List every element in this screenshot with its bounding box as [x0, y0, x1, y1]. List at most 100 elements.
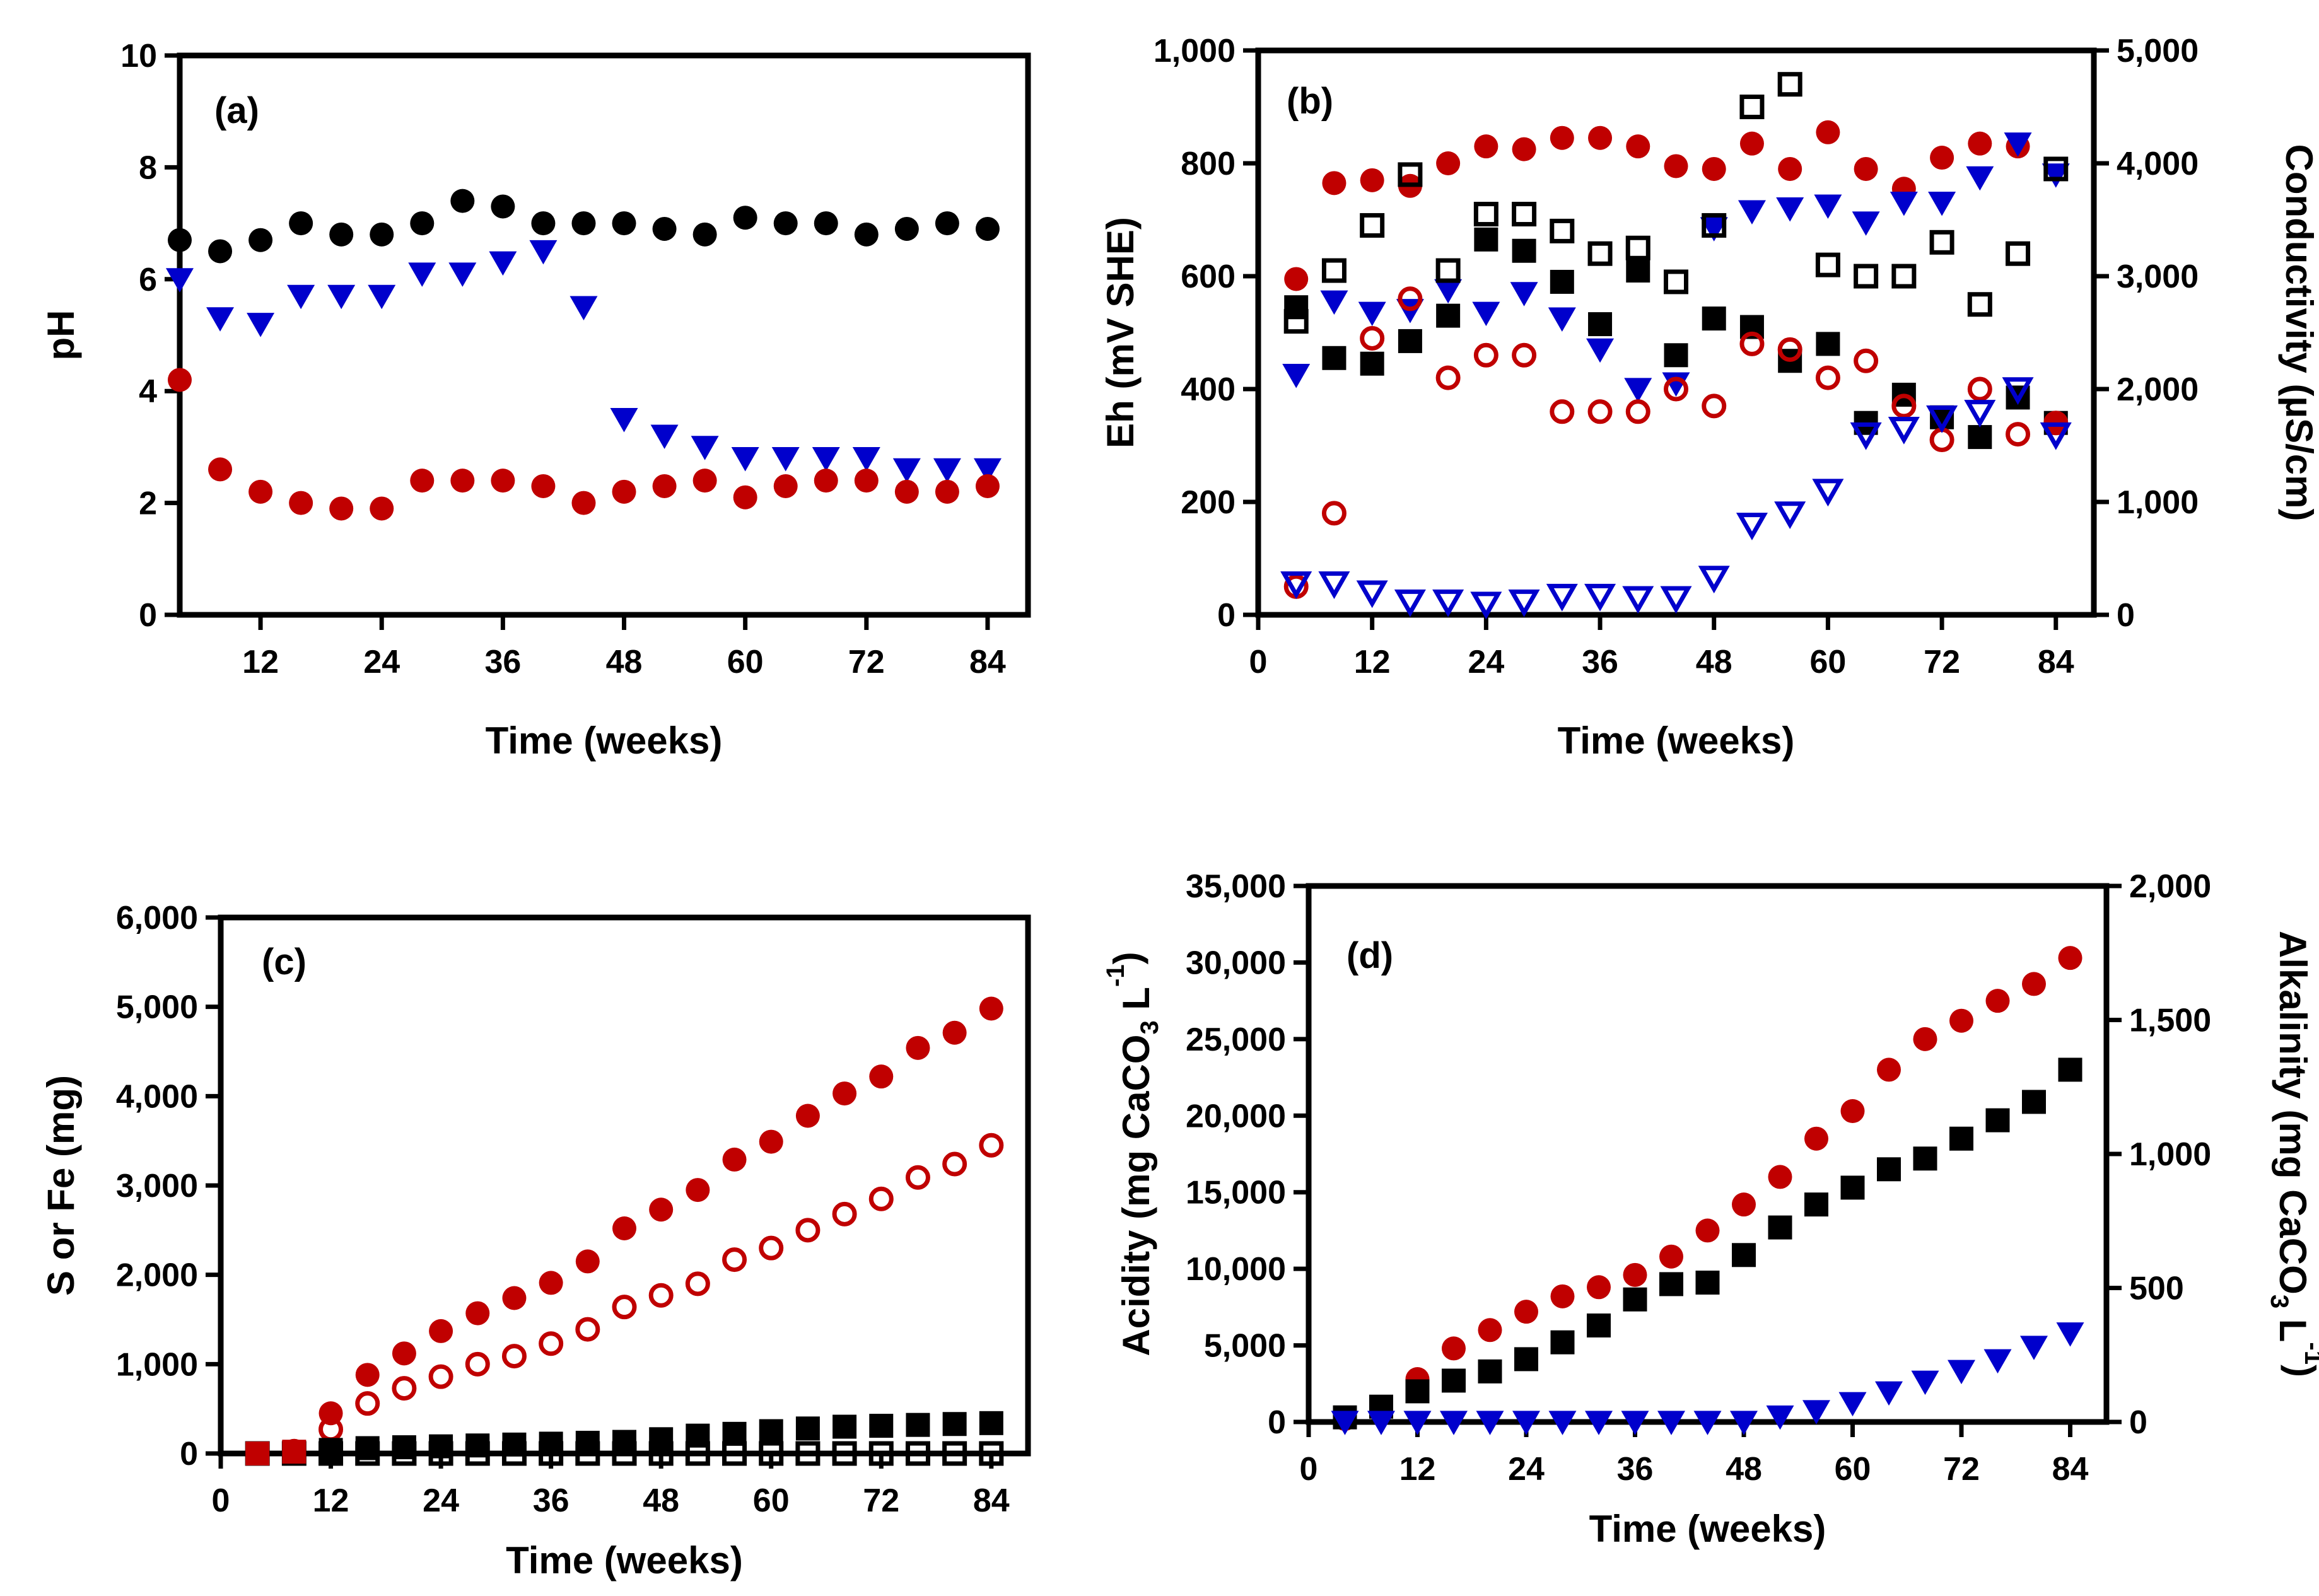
x-tick-label-b: 24	[1468, 644, 1504, 680]
data-point-b-1-10	[1664, 154, 1688, 178]
y2-tick-label-d: 500	[2129, 1271, 2184, 1307]
data-point-d-1-6	[1550, 1330, 1575, 1354]
data-point-b-3-9	[1625, 235, 1650, 260]
x-axis-title-a: Time (weeks)	[486, 719, 723, 762]
data-point-b-5-11	[1698, 566, 1730, 594]
series-d-0	[1333, 946, 2082, 1431]
data-point-b-2-12	[1738, 200, 1766, 224]
data-point-b-0-7	[1550, 269, 1574, 294]
data-point-b-5-14	[1812, 479, 1844, 507]
plot-frame-a	[177, 52, 1031, 618]
series-c-4	[245, 1440, 307, 1465]
data-point-d-1-13	[1804, 1192, 1828, 1217]
data-point-d-0-18	[1985, 989, 2010, 1013]
data-point-c-0-18	[906, 1035, 930, 1060]
x-tick-label-d: 12	[1399, 1451, 1436, 1488]
data-point-a-2-13	[692, 469, 717, 493]
y2-tick-label-b: 0	[2117, 597, 2135, 634]
data-point-b-3-7	[1550, 218, 1575, 243]
data-point-b-3-12	[1739, 95, 1765, 119]
y-tick-label-c: 6,000	[116, 900, 198, 936]
data-point-c-0-10	[612, 1216, 636, 1240]
data-point-b-2-17	[1928, 192, 1956, 216]
data-point-a-1-3	[287, 284, 315, 310]
data-point-b-1-17	[1930, 146, 1954, 170]
data-point-b-1-14	[1816, 120, 1840, 144]
data-point-b-4-19	[2006, 422, 2031, 447]
data-point-a-1-0	[166, 268, 194, 293]
y2-tick-label-b: 2,000	[2117, 371, 2199, 408]
plot-frame-c	[218, 914, 1031, 1457]
data-point-b-4-10	[1664, 376, 1688, 402]
data-point-a-1-11	[610, 407, 638, 433]
data-point-a-2-4	[329, 496, 354, 521]
data-point-b-4-11	[1702, 393, 1727, 419]
data-point-b-4-6	[1512, 342, 1537, 368]
data-point-a-1-8	[489, 251, 517, 276]
data-point-d-1-11	[1732, 1243, 1756, 1267]
data-point-a-1-2	[247, 313, 275, 337]
data-point-a-0-8	[491, 194, 515, 219]
panel-label-d: (d)	[1346, 935, 1393, 976]
y2-tick-label-b: 4,000	[2117, 146, 2199, 182]
data-point-c-3-3	[355, 1441, 380, 1466]
data-point-d-0-16	[1913, 1027, 1937, 1051]
data-point-b-0-14	[1816, 332, 1840, 356]
data-point-d-1-8	[1623, 1287, 1647, 1312]
data-point-b-1-4	[1436, 151, 1461, 175]
data-point-a-1-9	[529, 240, 558, 265]
data-point-b-3-3	[1398, 162, 1423, 187]
data-point-a-2-12	[652, 474, 677, 498]
data-point-d-1-16	[1913, 1146, 1937, 1171]
data-point-c-1-17	[868, 1186, 894, 1211]
data-point-a-1-1	[206, 307, 235, 332]
data-point-d-1-10	[1695, 1271, 1720, 1295]
y2-tick-label-b: 5,000	[2117, 33, 2199, 69]
data-point-a-0-0	[168, 228, 192, 252]
data-point-a-2-9	[531, 474, 556, 498]
data-point-a-2-5	[370, 496, 394, 521]
data-point-b-5-16	[1888, 416, 1920, 445]
data-point-c-3-13	[722, 1441, 747, 1466]
x-tick-label-b: 12	[1354, 644, 1391, 680]
data-point-c-0-15	[795, 1104, 820, 1128]
data-point-b-0-8	[1588, 312, 1613, 337]
x-tick-label-a: 12	[242, 644, 279, 680]
data-point-b-5-13	[1774, 501, 1806, 530]
plot-frame-d	[1306, 883, 2110, 1425]
data-point-b-1-9	[1626, 134, 1650, 159]
data-point-b-1-6	[1512, 137, 1536, 161]
x-axis-title-c: Time (weeks)	[506, 1539, 743, 1581]
panel-label-b: (b)	[1287, 81, 1333, 122]
data-point-d-0-20	[2058, 946, 2082, 970]
data-point-a-0-2	[248, 228, 273, 252]
y-axis-title-b: Eh (mV SHE)	[1099, 217, 1142, 448]
data-point-c-0-13	[722, 1147, 747, 1172]
data-point-d-1-20	[2058, 1057, 2082, 1082]
data-point-b-2-16	[1890, 192, 1918, 216]
data-point-a-0-1	[208, 239, 233, 264]
data-point-c-1-10	[612, 1295, 637, 1320]
x-tick-label-a: 60	[727, 644, 764, 680]
panel-label-c: (c)	[262, 941, 307, 982]
data-point-b-2-6	[1510, 282, 1538, 306]
data-point-b-5-3	[1394, 589, 1426, 617]
x-tick-label-b: 72	[1924, 644, 1960, 680]
data-point-c-0-14	[759, 1129, 783, 1154]
y-tick-label-b: 1,000	[1154, 33, 1235, 69]
data-point-d-1-3	[1442, 1368, 1466, 1393]
x-tick-label-a: 48	[606, 644, 643, 680]
data-point-b-1-12	[1739, 131, 1764, 156]
data-point-b-2-19	[2004, 132, 2032, 157]
data-point-c-1-4	[392, 1376, 417, 1401]
data-point-a-0-4	[329, 222, 354, 247]
y-tick-label-d: 30,000	[1186, 945, 1286, 981]
data-point-d-2-19	[2020, 1336, 2048, 1360]
data-point-b-5-19	[2002, 377, 2034, 405]
data-point-a-0-13	[692, 222, 717, 247]
data-point-c-2-17	[869, 1414, 894, 1438]
data-point-b-4-2	[1360, 325, 1385, 351]
x-tick-label-b: 84	[2038, 644, 2074, 680]
data-point-c-3-4	[392, 1441, 417, 1466]
data-point-b-3-17	[1929, 230, 1954, 255]
